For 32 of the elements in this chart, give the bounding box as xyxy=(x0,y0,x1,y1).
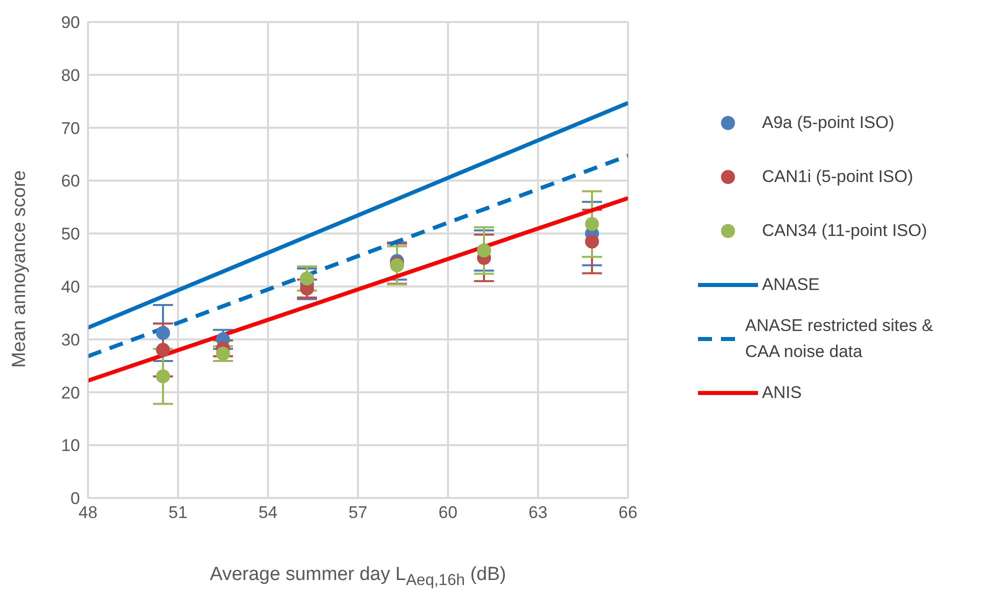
point xyxy=(156,369,170,384)
x-tick-label: 54 xyxy=(258,503,278,522)
y-tick-label: 80 xyxy=(61,66,80,85)
y-tick-label: 10 xyxy=(61,436,80,456)
y-tick-label: 40 xyxy=(61,277,80,296)
x-tick-label: 63 xyxy=(528,503,548,522)
point xyxy=(585,234,599,248)
point xyxy=(585,217,599,232)
y-tick-label: 60 xyxy=(61,172,80,191)
y-tick-label: 30 xyxy=(61,330,80,350)
x-tick-label: 66 xyxy=(618,503,638,522)
y-tick-label: 50 xyxy=(61,224,80,244)
point xyxy=(216,346,230,361)
legend-label: CAN34 (11-point ISO) xyxy=(762,220,928,242)
x-axis-title: Average summer day L$_{Aeq,16h}$ (dB) xyxy=(208,564,508,590)
legend-label: ANASE restricted sites & CAA noise data xyxy=(745,315,934,363)
point xyxy=(300,272,314,286)
point xyxy=(156,342,170,357)
legend-label: A9a (5-point ISO) xyxy=(762,112,894,134)
legend-label: CAN1i (5-point ISO) xyxy=(762,166,914,188)
y-tick-label: 70 xyxy=(61,118,80,138)
y-tick-label: 0 xyxy=(70,489,80,508)
point xyxy=(156,326,170,340)
legend-label: ANIS xyxy=(762,382,802,404)
x-tick-label: 48 xyxy=(78,503,98,522)
y-tick-label: 20 xyxy=(61,383,80,402)
x-tick-label: 51 xyxy=(168,503,188,522)
y-tick-label: 90 xyxy=(61,13,80,32)
x-tick-label: 57 xyxy=(348,503,368,522)
y-axis-title: Mean annoyance score xyxy=(9,169,31,370)
legend-label: ANASE xyxy=(762,274,820,296)
x-tick-label: 60 xyxy=(438,503,458,522)
